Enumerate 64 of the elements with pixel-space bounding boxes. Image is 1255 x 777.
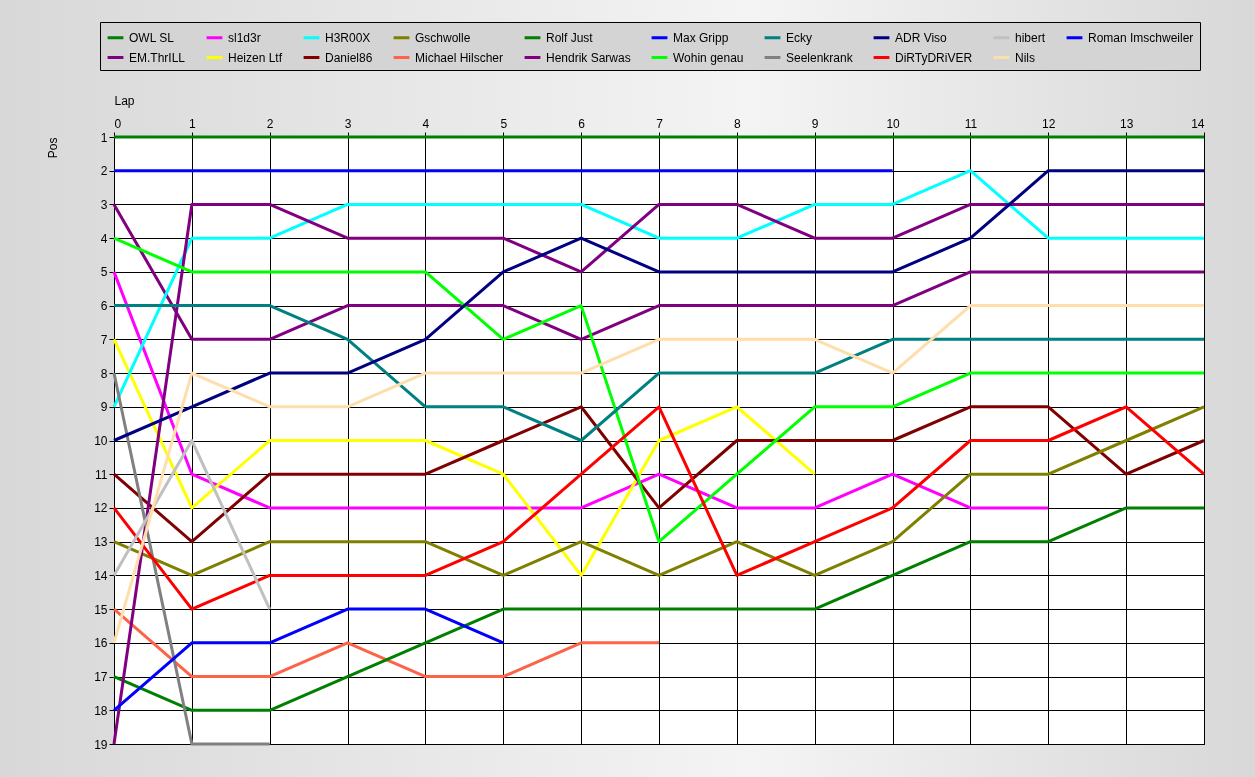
legend-label: Nils [1015, 50, 1035, 65]
y-tick-label: 19 [94, 737, 108, 752]
line-series [112, 304, 1206, 442]
legend-label: Seelenkrank [786, 50, 854, 65]
line-series [112, 405, 1206, 544]
legend-label: DiRTyDRiVER [895, 50, 973, 65]
y-tick-label: 17 [94, 670, 108, 685]
x-tick-label: 2 [266, 116, 274, 131]
line-series [112, 202, 1206, 746]
legend-label: Heizen Ltf [228, 50, 283, 65]
y-tick-label: 14 [94, 568, 108, 583]
y-tick-label: 6 [100, 299, 108, 314]
x-tick-label: 14 [1191, 116, 1205, 131]
legend-label: EM.ThrILL [129, 50, 186, 65]
legend-label: Hendrik Sarwas [546, 50, 631, 65]
legend-label: hibert [1015, 30, 1046, 45]
line-series [112, 337, 817, 577]
y-tick-label: 4 [100, 231, 108, 246]
y-tick-label: 18 [94, 703, 108, 718]
line-series [112, 506, 1206, 712]
x-tick-label: 5 [500, 116, 508, 131]
x-tick-label: 11 [964, 116, 978, 131]
legend-label: H3R00X [325, 30, 371, 45]
y-tick-label: 11 [95, 467, 108, 482]
line-series [112, 405, 1206, 611]
y-tick-label: 7 [100, 332, 108, 347]
line-series [112, 304, 1206, 645]
x-tick-label: 8 [734, 116, 742, 131]
y-tick-label: 16 [94, 636, 108, 651]
x-tick-label: 9 [811, 116, 819, 131]
legend-label: Wohin genau [673, 50, 744, 65]
y-tick-label: 10 [94, 434, 108, 448]
x-tick-label: 0 [114, 116, 122, 131]
y-tick-label: 1 [100, 130, 108, 145]
legend-label: ADR Viso [895, 30, 948, 45]
x-tick-label: 12 [1042, 116, 1056, 131]
x-tick-label: 13 [1119, 116, 1134, 131]
legend-label: Daniel86 [325, 50, 373, 65]
x-tick-label: 10 [886, 116, 901, 131]
legend-label: Max Gripp [673, 30, 729, 45]
legend-label: OWL SL [129, 30, 175, 45]
legend-label: Michael Hilscher [415, 50, 504, 65]
line-series [112, 236, 1206, 544]
line-series [112, 405, 1206, 577]
y-tick-label: 9 [100, 400, 108, 415]
legend-label: Ecky [786, 30, 813, 45]
y-axis-title: Pos [45, 137, 60, 159]
y-tick-label: 2 [100, 164, 108, 179]
legend-label: Roman Imschweiler [1088, 30, 1194, 45]
x-axis-title: Lap [114, 93, 135, 108]
x-tick-label: 4 [422, 116, 430, 131]
y-tick-label: 15 [94, 602, 108, 617]
y-tick-label: 5 [100, 265, 108, 280]
x-tick-label: 1 [189, 116, 197, 131]
y-tick-label: 3 [100, 197, 108, 212]
y-tick-label: 8 [100, 366, 108, 381]
legend-label: Gschwolle [415, 30, 471, 45]
y-tick-label: 13 [94, 535, 108, 550]
y-tick-label: 12 [94, 501, 108, 516]
legend-label: Rolf Just [546, 30, 594, 45]
x-tick-label: 7 [656, 116, 664, 131]
x-tick-label: 3 [344, 116, 352, 131]
legend-label: sl1d3r [228, 30, 261, 45]
x-tick-label: 6 [578, 116, 586, 131]
